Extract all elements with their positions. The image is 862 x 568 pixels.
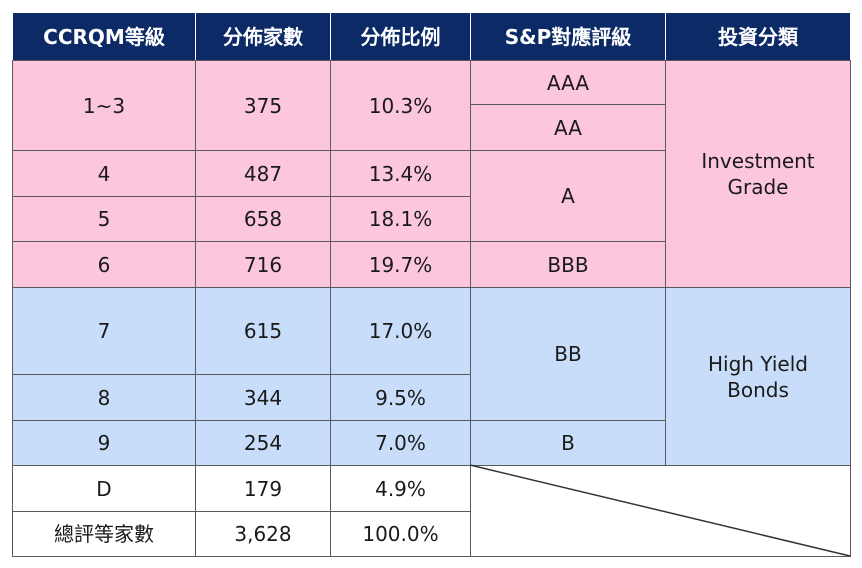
grade-cell: 5 — [12, 196, 196, 242]
header-cell-text: 分佈比例 — [360, 24, 441, 49]
share-cell: 4.9% — [330, 465, 471, 512]
grade-cell: 7 — [12, 287, 196, 375]
count-cell-text: 344 — [243, 385, 283, 410]
total-label-text: 總評等家數 — [54, 522, 154, 546]
header-cell: 分佈家數 — [195, 12, 331, 61]
share-cell: 10.3% — [330, 60, 471, 151]
share-cell: 9.5% — [330, 374, 471, 421]
sp-cell-text: A — [561, 184, 575, 208]
grade-cell-text: 5 — [97, 207, 111, 231]
header-cell: CCRQM等級 — [12, 12, 196, 61]
grade-cell-text: 9 — [97, 431, 111, 455]
count-cell-text: 615 — [243, 319, 283, 343]
header-cell: S&P對應評級 — [470, 12, 666, 61]
sp-cell-text: AAA — [546, 70, 590, 95]
count-cell: 487 — [195, 150, 331, 197]
header-cell-text: 分佈家數 — [223, 24, 303, 49]
grade-cell-text: 7 — [97, 319, 111, 343]
header-cell: 分佈比例 — [330, 12, 471, 61]
grade-cell: 4 — [12, 150, 196, 197]
count-cell: 615 — [195, 287, 331, 375]
sp-cell-text: B — [561, 431, 575, 455]
sp-cell: BBB — [470, 241, 666, 288]
share-cell: 7.0% — [330, 420, 471, 466]
grade-cell-text: D — [96, 476, 112, 501]
sp-cell-text: AA — [554, 115, 582, 140]
header-cell-text: S&P對應評級 — [504, 24, 632, 49]
class-cell: High Yield Bonds — [665, 287, 851, 466]
sp-cell-text: BB — [554, 342, 582, 366]
share-cell-text: 19.7% — [368, 252, 433, 277]
grade-cell-text: 1~3 — [82, 93, 126, 118]
class-cell-text: High Yield Bonds — [708, 351, 808, 402]
grade-cell-text: 4 — [97, 161, 111, 186]
share-cell: 18.1% — [330, 196, 471, 242]
grade-cell-text: 6 — [97, 252, 111, 277]
grade-cell: 1~3 — [12, 60, 196, 151]
share-cell-text: 7.0% — [375, 431, 426, 455]
count-cell: 179 — [195, 465, 331, 512]
count-cell: 716 — [195, 241, 331, 288]
total-share-text: 100.0% — [362, 522, 439, 546]
share-cell-text: 9.5% — [375, 385, 426, 410]
header-cell-text: CCRQM等級 — [43, 24, 165, 49]
class-cell: Investment Grade — [665, 60, 851, 288]
grade-cell-text: 8 — [97, 385, 111, 410]
share-cell: 19.7% — [330, 241, 471, 288]
share-cell-text: 17.0% — [368, 319, 433, 343]
count-cell-text: 375 — [243, 93, 283, 118]
total-count-text: 3,628 — [234, 522, 292, 546]
share-cell: 13.4% — [330, 150, 471, 197]
count-cell-text: 254 — [243, 431, 283, 455]
count-cell: 344 — [195, 374, 331, 421]
grade-cell: 8 — [12, 374, 196, 421]
count-cell-text: 179 — [243, 476, 283, 501]
count-cell-text: 716 — [243, 252, 283, 277]
grade-cell: D — [12, 465, 196, 512]
count-cell: 658 — [195, 196, 331, 242]
sp-cell: AAA — [470, 60, 666, 105]
header-cell-text: 投資分類 — [718, 24, 798, 49]
sp-cell: A — [470, 150, 666, 242]
share-cell-text: 4.9% — [375, 476, 426, 501]
share-cell-text: 18.1% — [368, 207, 433, 231]
total-label: 總評等家數 — [12, 511, 196, 557]
sp-cell: BB — [470, 287, 666, 421]
share-cell-text: 13.4% — [368, 161, 433, 186]
total-count: 3,628 — [195, 511, 331, 557]
total-share: 100.0% — [330, 511, 471, 557]
count-cell-text: 487 — [243, 161, 283, 186]
grade-cell: 9 — [12, 420, 196, 466]
class-cell-text: Investment Grade — [701, 149, 815, 199]
count-cell-text: 658 — [243, 207, 283, 231]
sp-cell: AA — [470, 104, 666, 151]
count-cell: 375 — [195, 60, 331, 151]
header-cell: 投資分類 — [665, 12, 851, 61]
share-cell: 17.0% — [330, 287, 471, 375]
grade-cell: 6 — [12, 241, 196, 288]
blank-cell — [470, 465, 851, 557]
count-cell: 254 — [195, 420, 331, 466]
share-cell-text: 10.3% — [368, 93, 433, 118]
sp-cell-text: BBB — [547, 252, 589, 277]
sp-cell: B — [470, 420, 666, 466]
